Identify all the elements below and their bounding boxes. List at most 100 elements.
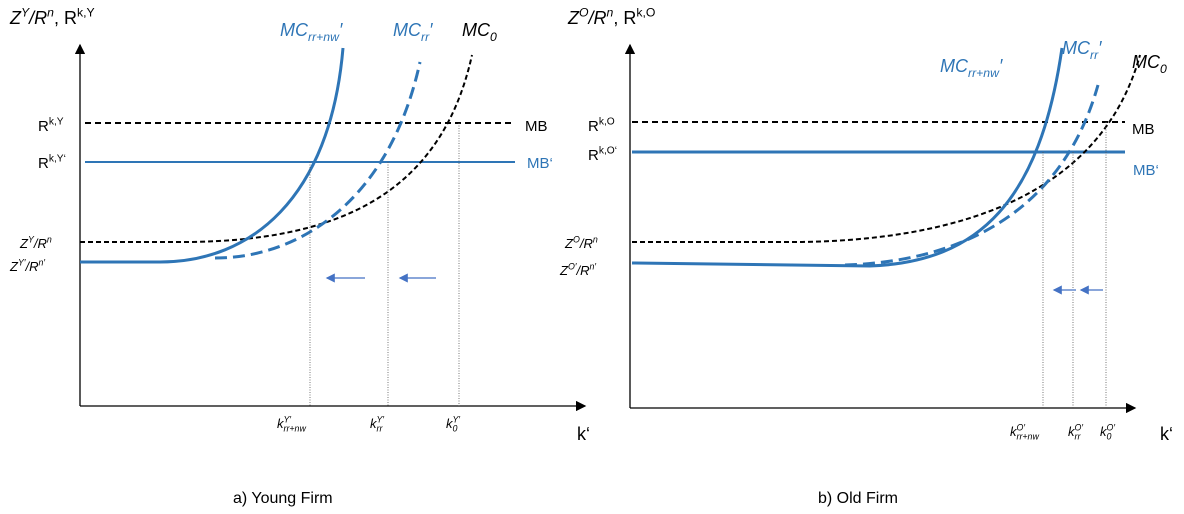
label-part: Y′ <box>284 415 292 425</box>
mc0-intercept-label: Z O/R n <box>564 235 598 251</box>
label-part: rr <box>377 424 384 434</box>
label-part: Y′ <box>453 415 461 425</box>
label-part: MC <box>940 56 969 76</box>
label-part: O′ <box>1075 423 1084 433</box>
label-part: MC <box>1132 52 1161 72</box>
label-part: O <box>579 5 589 19</box>
label-part: k <box>370 416 378 431</box>
k0-label: k 0Y′ <box>446 415 460 434</box>
label-part: rr <box>1090 48 1099 62</box>
label-part: Y <box>28 235 35 245</box>
label-part: Z <box>564 236 574 251</box>
mc0-label: MC 0 <box>1132 52 1167 76</box>
label-part: 0 <box>490 30 497 44</box>
label-part: O <box>573 235 580 245</box>
label-part: rr+nw <box>1017 432 1040 442</box>
label-part: n′ <box>39 258 46 268</box>
label-part: k‘ <box>577 424 590 444</box>
label-part: k‘ <box>1160 424 1173 444</box>
label-part: Y′ <box>18 258 26 268</box>
panel-young <box>74 43 587 412</box>
label-part: R <box>38 118 49 135</box>
label-part: b) Old Firm <box>818 490 898 507</box>
label-part: k <box>1068 424 1076 439</box>
label-part: R <box>588 118 599 135</box>
label-part: 0 <box>1107 432 1112 442</box>
label-part: MC <box>462 20 491 40</box>
label-part: MC <box>1062 38 1091 58</box>
mc-prime-intercept-label: Z Y′/R n′ <box>9 258 45 274</box>
panel-old <box>624 43 1141 414</box>
mc-rr-nw-label: MC rr+nw ′ <box>280 20 343 44</box>
label-part: n <box>593 235 598 245</box>
label-part: /R <box>575 263 589 278</box>
label-part: , R <box>613 8 636 28</box>
label-part: rr <box>421 30 430 44</box>
label-part: a) Young Firm <box>233 490 333 507</box>
mc-rr-nw-curve <box>631 47 1064 268</box>
label-part: MB <box>525 118 548 135</box>
label-part: R <box>588 147 599 164</box>
mb-prime-label: MB‘ <box>1133 162 1159 179</box>
mc0-curve <box>632 54 1141 243</box>
label-part: ′ <box>999 56 1003 76</box>
label-part: Z <box>19 236 29 251</box>
label-part: ′ <box>429 20 433 40</box>
label-part: k,Y <box>49 117 64 128</box>
label-part: /R <box>25 259 39 274</box>
mc0-intercept-label: Z Y/R n <box>19 235 52 251</box>
label-part: k,O‘ <box>599 146 617 157</box>
label-part: O′ <box>1107 423 1116 433</box>
label-part: O′ <box>568 262 577 272</box>
mc0-label: MC 0 <box>462 20 497 44</box>
label-part: MB‘ <box>527 155 553 172</box>
caption: b) Old Firm <box>818 490 898 507</box>
label-part: MC <box>280 20 309 40</box>
label-part: MB‘ <box>1133 162 1159 179</box>
y-axis-title: Z Y/R n <box>9 5 54 28</box>
label-part: Z <box>567 8 580 28</box>
k-rr-label: k rrO′ <box>1068 423 1083 442</box>
mc0-curve <box>80 54 473 243</box>
k0-label: k 0O′ <box>1100 423 1115 442</box>
label-part: n <box>47 5 54 19</box>
mb-label: MB <box>525 118 548 135</box>
label-part: k,Y‘ <box>49 154 66 165</box>
mc-rr-curve <box>214 61 422 260</box>
label-part: k <box>277 416 285 431</box>
x-axis-title: k‘ <box>1160 424 1173 444</box>
label-part: Y′ <box>377 415 385 425</box>
label-part: Z <box>9 259 19 274</box>
label-part: k,Y <box>77 5 95 19</box>
mb-label: MB <box>1132 121 1155 138</box>
label-part: ′ <box>1098 38 1102 58</box>
label-part: R <box>38 155 49 172</box>
label-part: n <box>47 235 52 245</box>
label-part: MB <box>1132 121 1155 138</box>
label-part: n <box>607 5 614 19</box>
label-part: k,O <box>599 117 615 128</box>
mc-rr-label: MC rr ′ <box>393 20 433 44</box>
label-part: rr+nw <box>308 30 340 44</box>
y-axis-title: Z O/R n <box>567 5 614 28</box>
k-rr-label: k rrY′ <box>370 415 384 434</box>
label-part: /R <box>579 236 593 251</box>
label-part: 0 <box>453 424 458 434</box>
label-part: k <box>446 416 454 431</box>
label-part: O′ <box>1017 423 1026 433</box>
caption: a) Young Firm <box>233 490 333 507</box>
label-part: Z <box>9 8 22 28</box>
label-part: /R <box>27 8 47 28</box>
mc-rr-curve <box>844 84 1100 267</box>
label-part: rr+nw <box>968 66 1000 80</box>
label-part: k <box>1010 424 1018 439</box>
label-part: k <box>1100 424 1108 439</box>
label-part: ′ <box>339 20 343 40</box>
mc-rr-nw-label: MC rr+nw ′ <box>940 56 1003 80</box>
